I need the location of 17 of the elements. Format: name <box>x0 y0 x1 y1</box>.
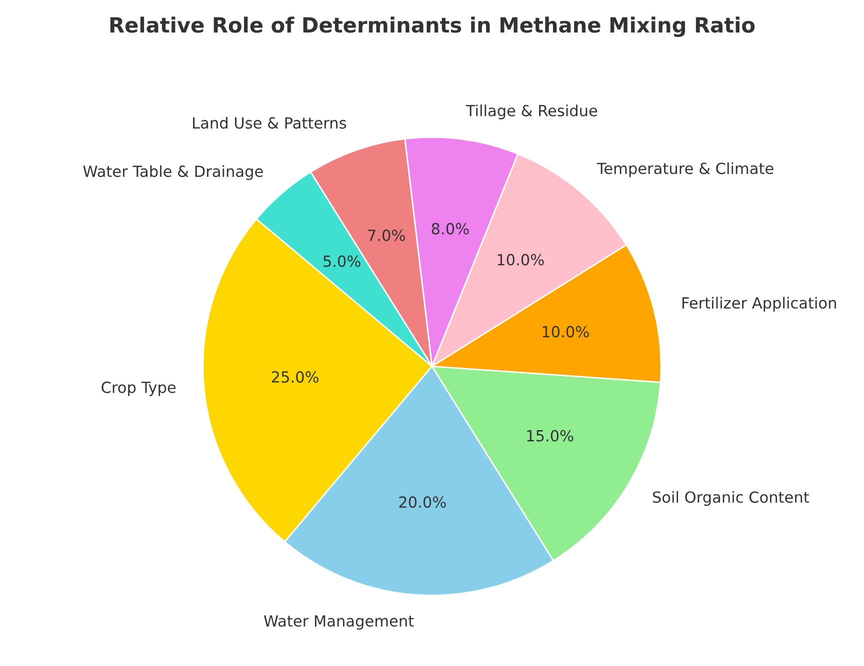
data-label: 15.0% <box>527 430 574 442</box>
slice-label: Crop Type <box>102 382 176 396</box>
data-label: 10.0% <box>498 254 544 266</box>
slice-label: Temperature & Climate <box>596 162 774 178</box>
data-label: 25.0% <box>272 371 318 383</box>
slice-label: Tillage & Residue <box>466 104 598 120</box>
slice-label: Fertilizer Application <box>682 296 836 312</box>
data-label: 10.0% <box>542 326 589 338</box>
data-label: 20.0% <box>399 496 446 508</box>
slice-label: Soil Organic Content <box>652 491 810 506</box>
slice-label: Water Table & Drainage <box>83 165 263 180</box>
slice-label: Land Use & Patterns <box>193 116 346 129</box>
data-label: 5.0% <box>324 255 360 267</box>
data-label: 8.0% <box>432 222 469 234</box>
data-label: 7.0% <box>368 230 405 242</box>
slice-label: Water Management <box>264 615 414 630</box>
chart-title: Relative Role of Determinants in Methane Mixing Ratio <box>110 16 755 37</box>
